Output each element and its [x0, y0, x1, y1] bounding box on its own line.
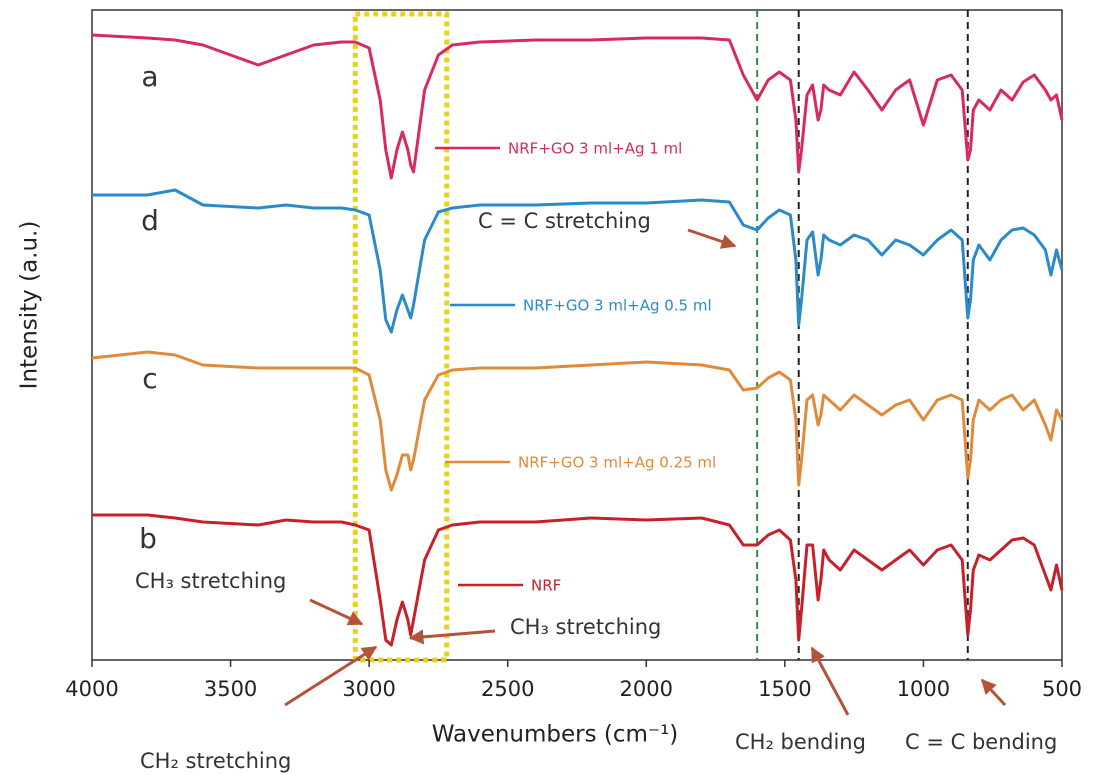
curve-letter: a: [141, 60, 158, 93]
annotation-arrow: [687, 228, 737, 249]
spectrum-line: [92, 513, 1064, 647]
y-axis-label: Intensity (a.u.): [17, 221, 43, 390]
x-axis-label: Wavenumbers (cm⁻¹): [432, 722, 679, 748]
annotation-arrow: [980, 678, 1007, 707]
annotation-arrow: [408, 629, 496, 645]
curve-letter: d: [141, 204, 159, 237]
x-tick-label: 500: [1042, 677, 1082, 701]
x-tick-label: 2000: [620, 677, 673, 701]
curve-letter: b: [139, 522, 157, 555]
x-tick-label: 3000: [342, 677, 395, 701]
annotation: CH₂ stretching: [140, 749, 291, 773]
annotation: C = C stretching: [478, 209, 651, 233]
annotation-arrow: [309, 598, 364, 626]
x-tick-label: 3500: [204, 677, 257, 701]
x-tick-label: 4000: [65, 677, 118, 701]
annotation: CH₂ bending: [735, 730, 866, 754]
highlight-box: [352, 11, 450, 663]
spectrum-line: [91, 33, 1064, 180]
annotation: CH₃ stretching: [510, 615, 661, 639]
annotation-arrow: [810, 646, 850, 716]
legend-label: NRF+GO 3 ml+Ag 1 ml: [508, 140, 682, 158]
x-tick-label: 1500: [758, 677, 811, 701]
legend-label: NRF: [531, 577, 561, 595]
annotation: CH₃ stretching: [135, 569, 286, 593]
annotation-arrow: [284, 645, 378, 707]
legend-label: NRF+GO 3 ml+Ag 0.5 ml: [523, 297, 712, 315]
plot-frame: [91, 9, 1063, 661]
legend-label: NRF+GO 3 ml+Ag 0.25 ml: [518, 454, 716, 472]
curve-letter: c: [142, 362, 157, 395]
annotation: C = C bending: [905, 730, 1057, 754]
x-tick-label: 1000: [897, 677, 950, 701]
spectrum-line: [91, 350, 1064, 492]
spectrum-line: [92, 188, 1064, 334]
x-tick-label: 2500: [481, 677, 534, 701]
